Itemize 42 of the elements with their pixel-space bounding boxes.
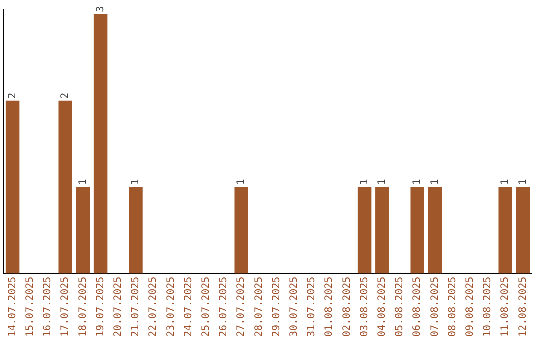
x-tick-label: 23.07.2025: [166, 276, 177, 338]
x-tick-label: 01.08.2025: [324, 276, 336, 338]
x-tick-label: 03.08.2025: [359, 276, 370, 338]
data-label: 1: [412, 179, 424, 186]
x-tick-label: 22.07.2025: [148, 276, 160, 338]
x-tick-label: 17.07.2025: [60, 276, 72, 338]
data-label: 1: [376, 179, 388, 186]
x-tick-label: 14.07.2025: [7, 276, 18, 338]
x-tick-label: 20.07.2025: [112, 276, 124, 338]
x-tick-label: 28.07.2025: [254, 276, 265, 338]
x-tick-label: 07.08.2025: [430, 276, 441, 338]
x-tick-label: 18.07.2025: [78, 276, 89, 338]
data-label: 1: [518, 179, 529, 186]
data-label: 1: [500, 179, 512, 186]
x-tick-label: 05.08.2025: [394, 276, 406, 338]
x-tick-label: 25.07.2025: [200, 276, 212, 338]
x-tick-label: 16.07.2025: [42, 276, 54, 338]
x-tick-label: 15.07.2025: [24, 276, 36, 338]
data-label: 1: [359, 179, 370, 186]
data-label: 1: [130, 179, 142, 186]
x-tick-label: 09.08.2025: [464, 276, 476, 338]
x-tick-label: 27.07.2025: [236, 276, 248, 338]
x-tick-label: 24.07.2025: [183, 276, 194, 338]
x-tick-label: 06.08.2025: [412, 276, 424, 338]
x-tick-label: 30.07.2025: [288, 276, 300, 338]
data-label: 1: [236, 179, 248, 186]
x-tick-label: 26.07.2025: [218, 276, 230, 338]
x-tick-label: 19.07.2025: [95, 276, 106, 338]
data-label: 2: [60, 92, 72, 99]
x-tick-label: 10.08.2025: [482, 276, 494, 338]
x-tick-label: 08.08.2025: [447, 276, 458, 338]
x-tick-label: 02.08.2025: [342, 276, 353, 338]
data-label: 2: [7, 92, 18, 99]
x-tick-label: 11.08.2025: [500, 276, 512, 338]
x-tick-label: 04.08.2025: [376, 276, 388, 338]
x-tick-label: 31.07.2025: [306, 276, 318, 338]
x-tick-label: 21.07.2025: [130, 276, 142, 338]
data-label: 3: [95, 6, 106, 12]
data-label: 1: [78, 179, 89, 186]
data-label: 1: [430, 179, 441, 186]
x-tick-label: 29.07.2025: [271, 276, 282, 338]
x-tick-label: 12.08.2025: [518, 276, 529, 338]
